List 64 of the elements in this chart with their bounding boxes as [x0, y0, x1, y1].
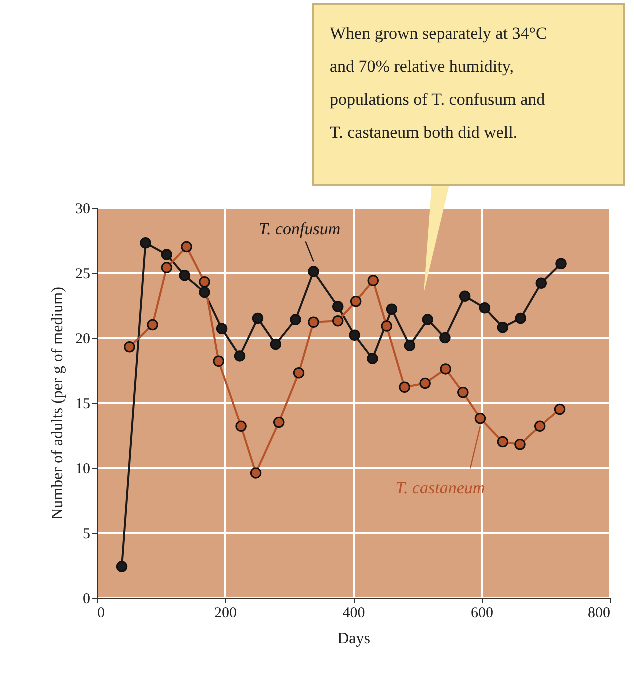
point [250, 468, 262, 479]
y-axis-title: Number of adults (per g of medium) [50, 287, 66, 520]
x-tick-label: 0 [98, 606, 105, 622]
point [308, 316, 320, 328]
point [236, 420, 247, 432]
point [147, 319, 158, 331]
point [479, 302, 491, 314]
point [270, 338, 282, 350]
point [252, 312, 264, 324]
point [368, 275, 379, 286]
point [273, 416, 285, 428]
point [290, 314, 302, 326]
text: When grown separately at 34°C and 70% relative humidity, populations of T. confusum and T. castaneum both did well. [330, 23, 548, 144]
y-tick-label: 25 [76, 266, 90, 282]
point [199, 286, 210, 298]
point [474, 412, 486, 424]
point [399, 382, 410, 394]
x-tick-label: 600 [471, 606, 494, 622]
point [554, 404, 566, 416]
y-tick-label: 5 [83, 526, 90, 542]
point [308, 266, 320, 278]
point [213, 356, 224, 368]
point [161, 249, 173, 260]
point [234, 350, 246, 362]
point [349, 330, 360, 342]
point [497, 436, 509, 448]
point [497, 322, 509, 334]
point [332, 301, 344, 312]
y-tick-label: 30 [76, 202, 90, 218]
point [514, 438, 526, 450]
point [179, 270, 190, 282]
point [440, 364, 452, 375]
point [293, 367, 305, 379]
x-axis-title: Days [338, 630, 370, 648]
point [216, 323, 228, 335]
text: T. confusum [258, 220, 341, 239]
point [458, 386, 469, 398]
point [199, 276, 210, 288]
point [181, 241, 192, 253]
point [350, 296, 362, 308]
x-tick-label: 800 [588, 606, 610, 622]
point [534, 420, 546, 432]
point [161, 262, 173, 274]
point [367, 353, 378, 364]
y-tick-label: 20 [76, 332, 90, 348]
y-tick-label: 10 [76, 462, 90, 478]
point [420, 378, 431, 390]
point [556, 258, 567, 270]
point [140, 237, 152, 249]
y-tick-label: 0 [83, 592, 90, 608]
point [459, 290, 471, 302]
point [332, 315, 344, 327]
point [386, 304, 398, 316]
point [515, 312, 526, 324]
point [124, 341, 136, 353]
point [440, 332, 451, 344]
point [116, 561, 128, 572]
point [404, 340, 416, 352]
point [381, 320, 392, 332]
x-tick-label: 200 [214, 606, 237, 622]
x-tick-label: 400 [342, 606, 366, 622]
point [536, 278, 548, 290]
y-tick-label: 15 [76, 396, 90, 412]
point [422, 314, 434, 326]
